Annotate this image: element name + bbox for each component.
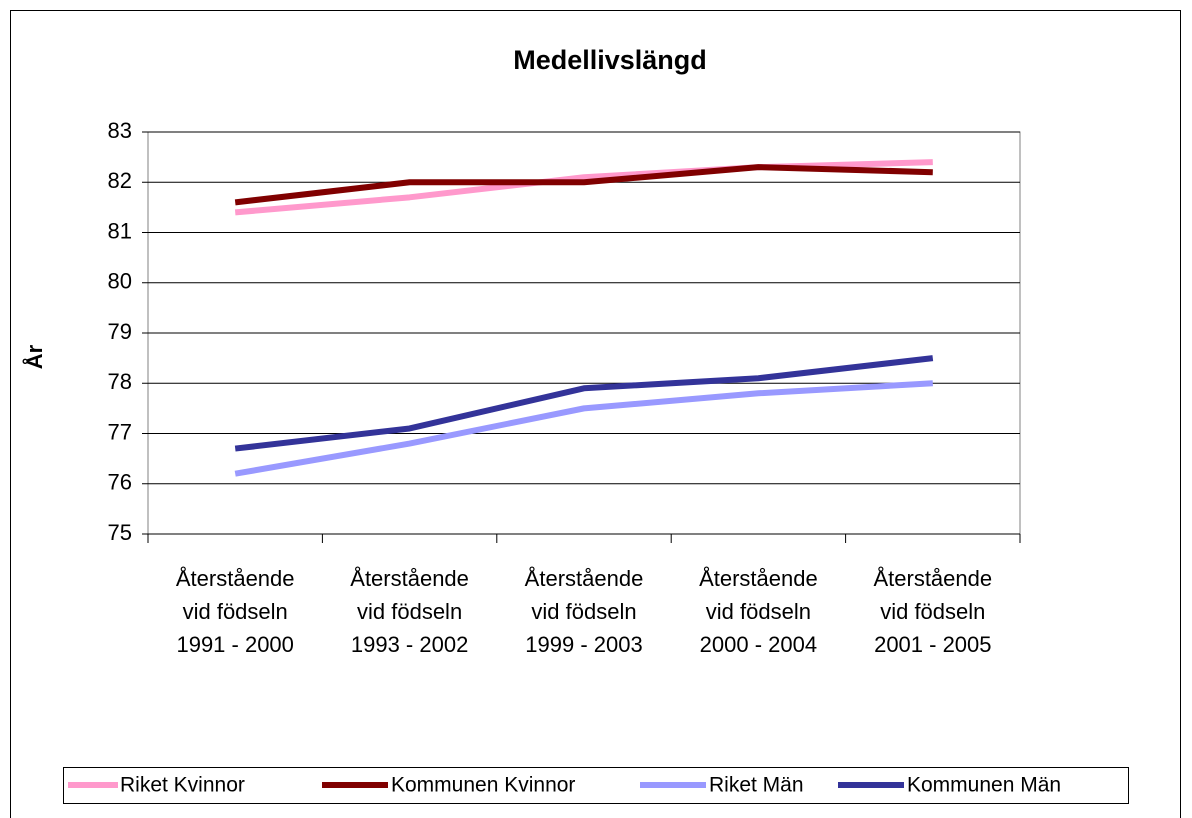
legend-label: Riket Kvinnor [120,774,245,797]
chart-title: Medellivslängd [513,45,707,75]
x-tick-label: Återstående vid födseln 1993 - 2002 [350,566,469,657]
series-line [234,380,933,477]
x-tick-label: Återstående vid födseln 2001 - 2005 [873,566,992,657]
y-tick-label: 75 [108,520,132,545]
series-line [234,164,933,206]
series-line [234,159,933,216]
x-tick-label: Återstående vid födseln 1999 - 2003 [525,566,644,657]
legend-box [63,767,1129,804]
legend-label: Kommunen Män [907,774,1061,797]
y-tick-label: 76 [108,470,132,495]
legend-label: Kommunen Kvinnor [391,774,575,797]
y-tick-label: 82 [108,168,132,193]
y-tick-label: 80 [108,269,132,294]
series-line [234,355,934,452]
y-tick-label: 79 [108,319,132,344]
y-tick-label: 83 [108,118,132,143]
y-axis-label: År [21,344,47,369]
y-tick-label: 77 [108,419,132,444]
chart-border [10,10,1181,818]
y-tick-label: 81 [108,218,132,243]
legend-label: Riket Män [709,774,804,797]
y-tick-label: 78 [108,369,132,394]
x-tick-label: Återstående vid födseln 2000 - 2004 [699,566,818,657]
x-tick-label: Återstående vid födseln 1991 - 2000 [176,566,295,657]
